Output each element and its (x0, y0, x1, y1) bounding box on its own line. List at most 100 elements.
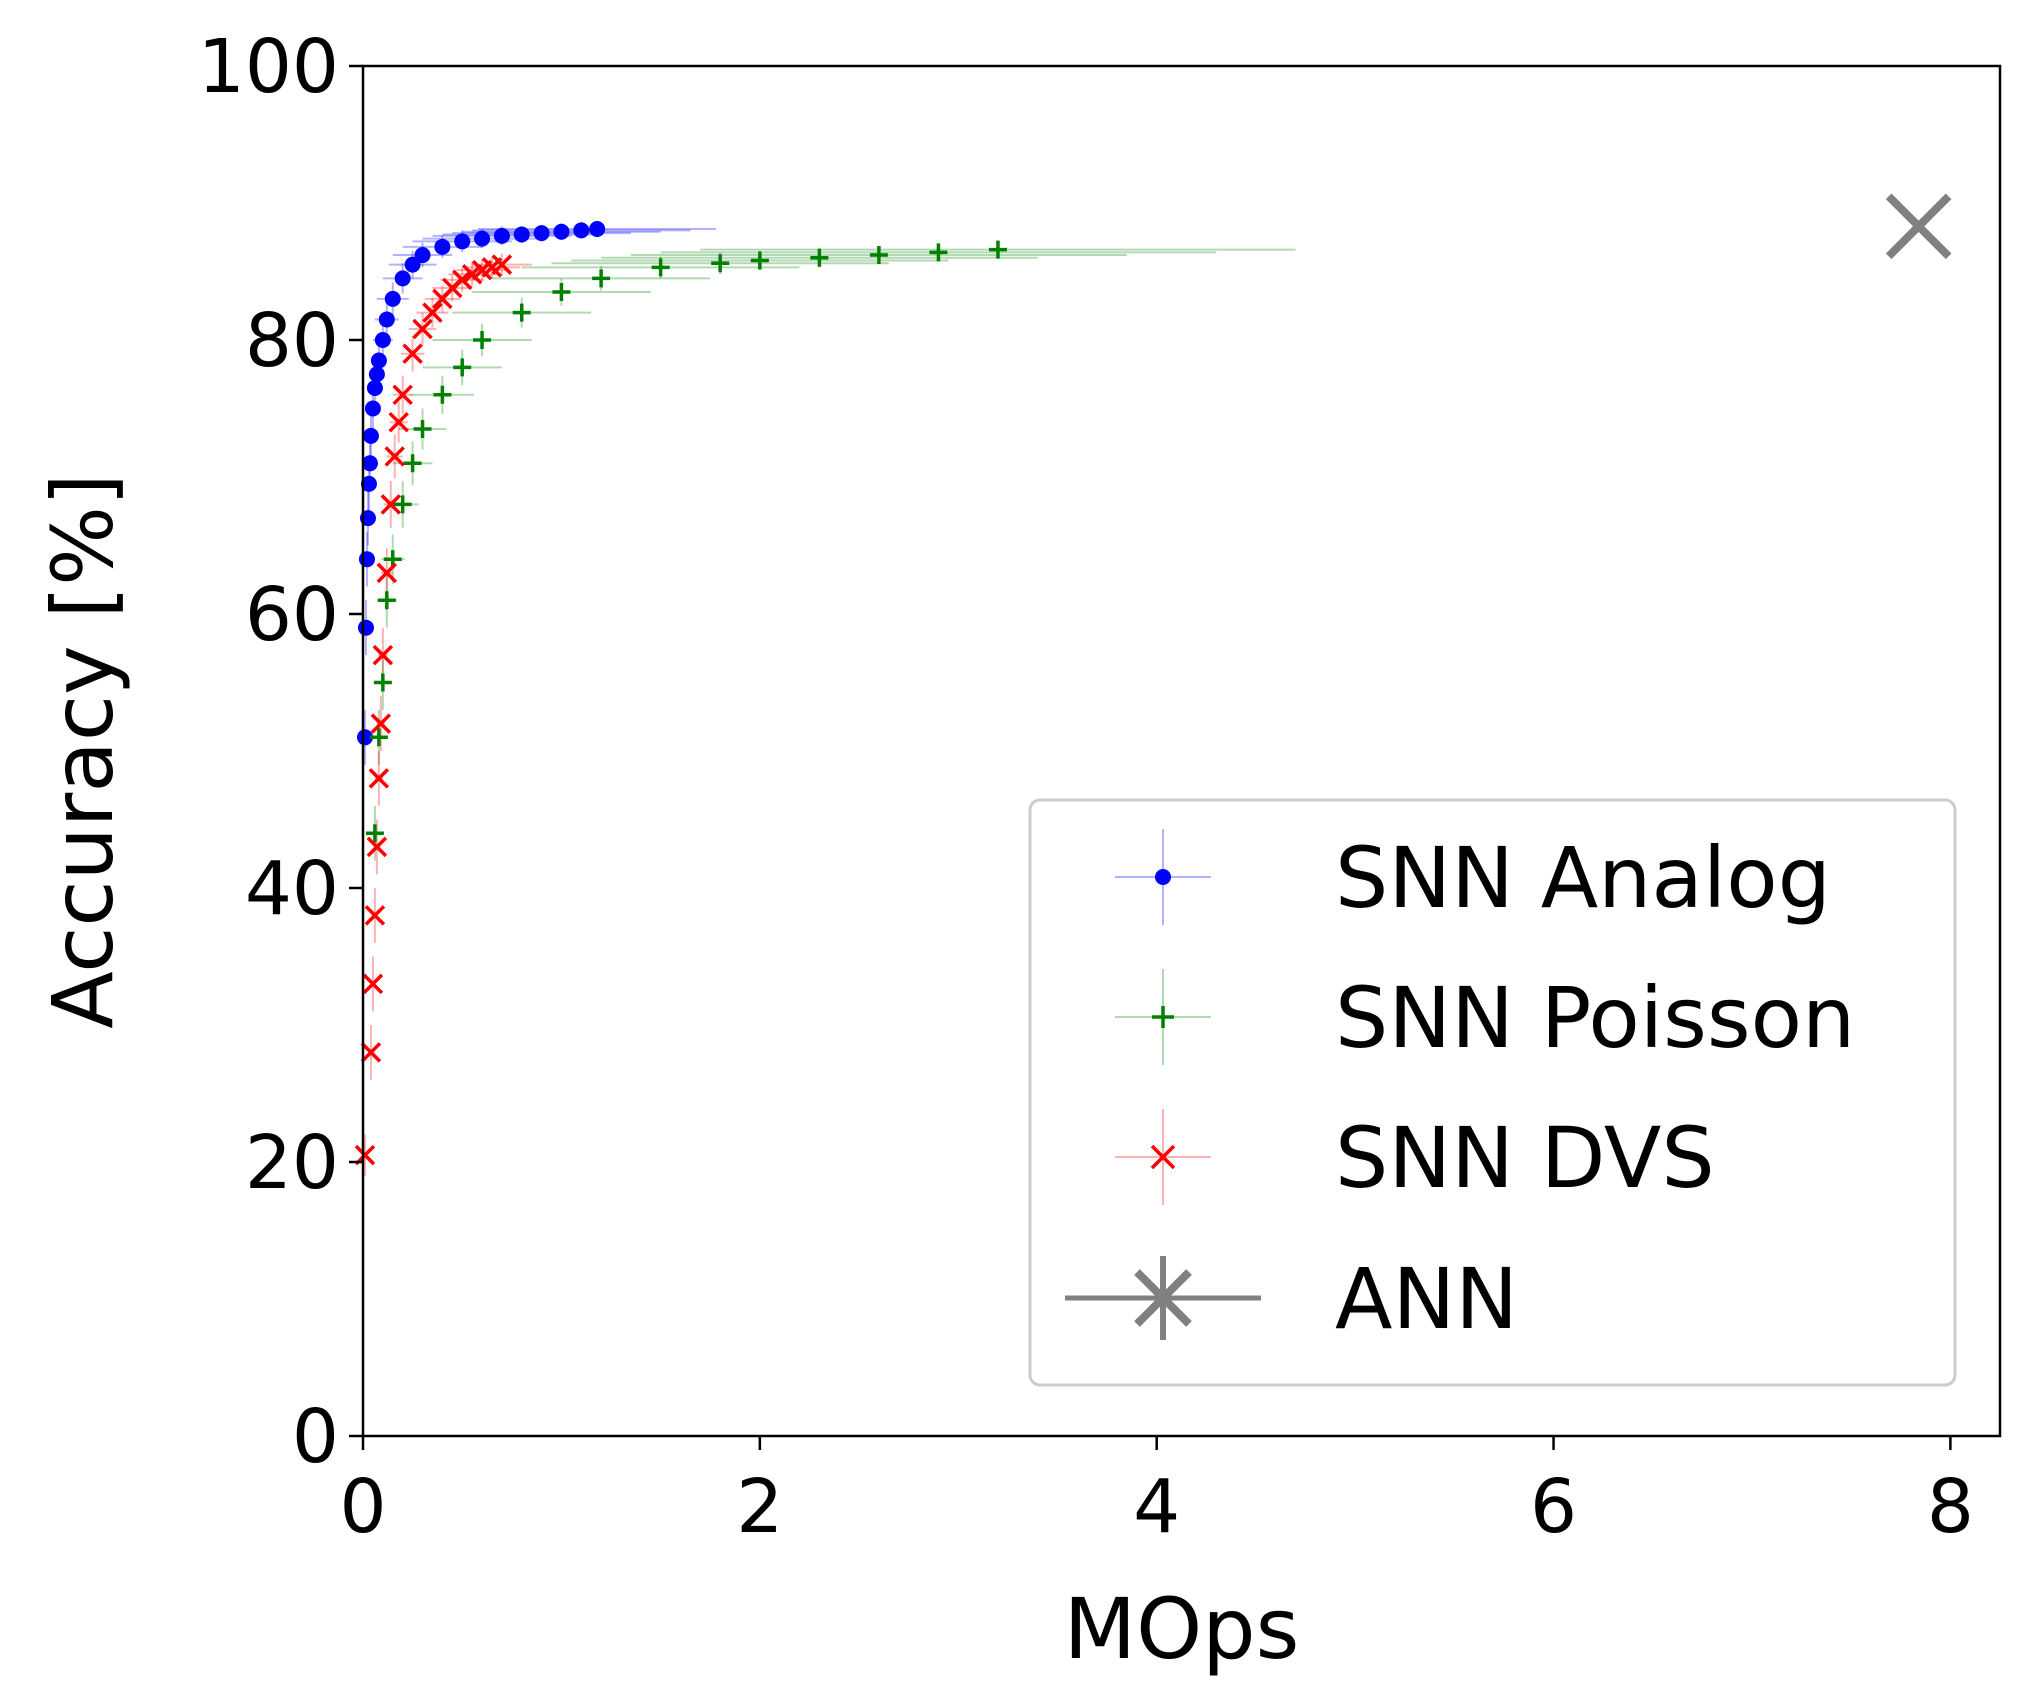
point-marker (362, 427, 379, 444)
point-marker (413, 420, 432, 439)
legend-label: SNN Poisson (1335, 969, 1855, 1067)
y-tick-label: 0 (292, 1394, 339, 1480)
markers-x-large (1885, 193, 1952, 260)
point-marker (1885, 193, 1952, 260)
y-axis-label: Accuracy [%] (34, 473, 132, 1029)
point-marker (533, 225, 550, 242)
point-marker (378, 311, 395, 328)
point-marker (1150, 1144, 1176, 1170)
point-marker (929, 243, 948, 262)
point-marker (364, 905, 386, 926)
markers-plus (365, 240, 1007, 843)
point-marker (380, 494, 402, 515)
point-marker (414, 247, 431, 264)
point-marker (750, 251, 769, 270)
point-marker (384, 446, 405, 467)
x-tick-label: 4 (1133, 1464, 1180, 1550)
point-marker (366, 379, 383, 396)
point-marker (589, 221, 606, 238)
point-marker (370, 713, 392, 734)
point-marker (376, 562, 398, 584)
point-marker (357, 619, 374, 636)
point-marker (404, 256, 421, 273)
point-marker (370, 352, 387, 369)
y-tick-label: 80 (245, 298, 339, 384)
x-tick-label: 2 (736, 1464, 783, 1550)
point-marker (869, 246, 888, 265)
point-marker (372, 644, 394, 666)
point-marker (1155, 869, 1171, 885)
point-marker (361, 455, 378, 472)
point-marker (373, 673, 392, 692)
point-marker (513, 226, 530, 243)
point-marker (552, 283, 571, 302)
point-marker (474, 230, 491, 247)
point-marker (473, 331, 492, 349)
x-tick-label: 8 (1927, 1464, 1974, 1550)
point-marker (422, 302, 443, 323)
plot-frame (361, 64, 2002, 1438)
point-marker (454, 233, 471, 250)
point-marker (553, 223, 570, 240)
y-tick-label: 20 (245, 1120, 339, 1206)
markers-dot (356, 221, 606, 746)
y-tick-label: 100 (198, 24, 339, 110)
point-marker (360, 475, 377, 492)
point-marker (433, 385, 452, 404)
legend: SNN Analog SNN Poisson SNN DVS ANN (1028, 798, 1957, 1387)
y-tick-label: 60 (245, 572, 339, 658)
legend-label: ANN (1335, 1250, 1518, 1348)
point-marker (368, 768, 390, 789)
legend-box (1028, 798, 1957, 1387)
legend-entry: SNN DVS (1115, 1109, 1715, 1207)
point-marker (369, 728, 388, 747)
errorbars-dot (363, 220, 717, 765)
legend-entry: ANN (1065, 1250, 1518, 1348)
point-marker (453, 358, 472, 377)
point-marker (394, 270, 411, 287)
point-marker (491, 254, 513, 275)
x-axis-label: MOps (1064, 1580, 1300, 1678)
point-marker (362, 973, 384, 995)
point-marker (374, 332, 391, 348)
point-marker (364, 400, 381, 417)
point-marker (412, 318, 433, 340)
point-marker (366, 836, 388, 858)
point-marker (988, 240, 1007, 259)
legend-entry: SNN Poisson (1115, 969, 1855, 1067)
point-marker (493, 227, 510, 244)
legend-label: SNN DVS (1335, 1109, 1715, 1207)
point-marker (402, 343, 423, 364)
x-tick-label: 6 (1530, 1464, 1577, 1550)
point-marker (377, 591, 396, 610)
point-marker (356, 729, 373, 746)
y-tick-label: 40 (245, 846, 339, 932)
markers-x (354, 254, 513, 1166)
point-marker (365, 824, 384, 843)
x-tick-label: 0 (339, 1464, 386, 1550)
point-marker (434, 238, 451, 255)
legend-items: SNN Analog SNN Poisson SNN DVS ANN (1065, 829, 1855, 1348)
point-marker (512, 303, 531, 322)
legend-label: SNN Analog (1335, 829, 1831, 927)
legend-entry: SNN Analog (1115, 829, 1831, 927)
point-marker (358, 551, 375, 568)
markers-layer (354, 193, 1952, 1166)
point-marker (451, 269, 473, 290)
point-marker (392, 384, 413, 406)
point-marker (651, 258, 670, 277)
point-marker (388, 411, 409, 433)
point-marker (573, 222, 590, 239)
point-marker (1152, 1006, 1174, 1028)
point-marker (810, 248, 829, 267)
point-marker (368, 366, 385, 383)
point-marker (711, 254, 730, 273)
point-marker (1134, 1269, 1192, 1327)
point-marker (403, 454, 422, 473)
point-marker (592, 269, 611, 288)
point-marker (393, 495, 412, 514)
point-marker (384, 290, 401, 307)
errorbars-plus (370, 241, 1296, 861)
